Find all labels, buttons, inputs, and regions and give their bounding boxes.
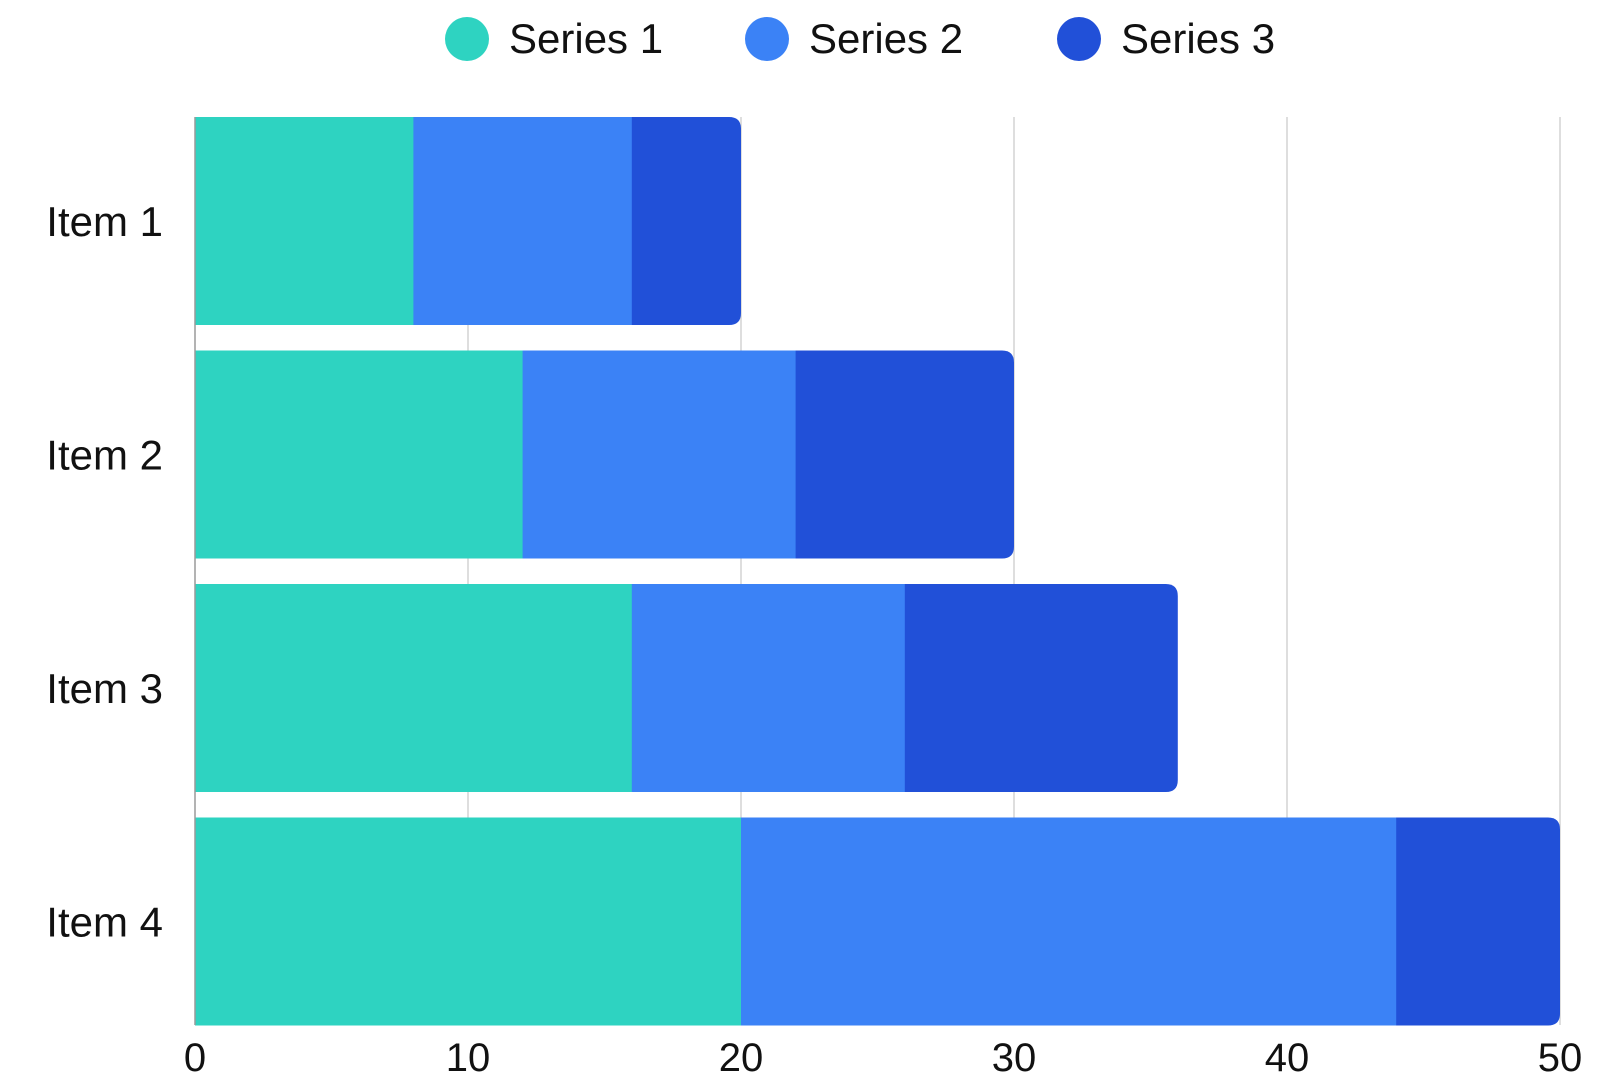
bar-segment	[1396, 817, 1560, 1026]
legend-item-series-3: Series 3	[1057, 14, 1275, 64]
bar-segment	[904, 584, 1178, 792]
bar-segment	[631, 117, 741, 325]
bars	[195, 117, 1560, 1026]
legend-swatch-series-3	[1057, 17, 1101, 61]
legend-swatch-series-2	[745, 17, 789, 61]
x-tick-label: 50	[1538, 1036, 1583, 1077]
bar-segment	[195, 817, 742, 1026]
axes: 0 10 20 30 40 50 Item 1 Item 2 Item 3 Item 4	[46, 117, 1582, 1077]
legend-label-series-2: Series 2	[809, 15, 964, 62]
bar-segment	[522, 350, 797, 559]
legend-swatch-series-1	[445, 17, 489, 61]
x-tick-label: 10	[446, 1036, 491, 1077]
legend-item-series-1: Series 1	[445, 14, 663, 64]
x-tick-label: 0	[184, 1036, 206, 1077]
bar-segment	[741, 817, 1397, 1026]
bar-segment	[631, 584, 906, 792]
bar-segment	[795, 350, 1014, 559]
bar-segment	[195, 350, 524, 559]
bar-segment	[413, 117, 633, 325]
x-tick-label: 20	[719, 1036, 764, 1077]
legend: Series 1 Series 2 Series 3	[0, 0, 1615, 80]
legend-item-series-2: Series 2	[745, 14, 963, 64]
bar-segment	[195, 584, 633, 792]
x-tick-label: 40	[1265, 1036, 1310, 1077]
y-category-label: Item 2	[46, 432, 163, 479]
legend-label-series-1: Series 1	[509, 15, 664, 62]
y-category-label: Item 1	[46, 198, 163, 245]
y-category-label: Item 3	[46, 665, 163, 712]
legend-label-series-3: Series 3	[1121, 15, 1276, 62]
x-tick-label: 30	[992, 1036, 1037, 1077]
bar-segment	[195, 117, 414, 325]
y-category-label: Item 4	[46, 899, 163, 946]
